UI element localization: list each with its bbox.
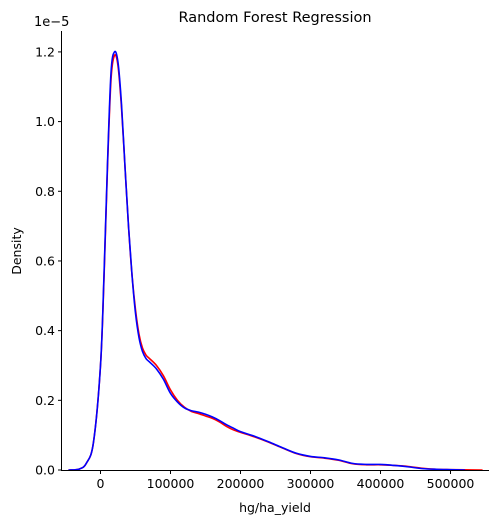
y-tick-label: 0.4 (35, 323, 55, 338)
x-tick-label: 500000 (427, 476, 475, 491)
y-tick-label: 1.0 (35, 114, 55, 129)
y-ticks: 0.0 0.2 0.4 0.6 0.8 1.0 1.2 (35, 44, 62, 478)
chart-title: Random Forest Regression (178, 10, 371, 26)
x-tick-label: 400000 (357, 476, 405, 491)
density-line-2 (68, 50, 466, 471)
y-tick-label: 0.0 (35, 463, 55, 478)
y-tick-label: 0.8 (35, 184, 55, 199)
y-offset-label: 1e−5 (34, 15, 69, 30)
x-axis-label: hg/ha_yield (239, 500, 311, 515)
y-tick-label: 0.2 (35, 393, 55, 408)
plot-area (68, 50, 483, 471)
x-ticks: 0 100000 200000 300000 400000 500000 (97, 470, 475, 491)
x-tick-label: 0 (97, 476, 105, 491)
y-tick-label: 0.6 (35, 253, 55, 268)
x-tick-label: 200000 (217, 476, 265, 491)
x-tick-label: 300000 (287, 476, 335, 491)
y-axis-label: Density (9, 227, 24, 275)
y-tick-label: 1.2 (35, 44, 55, 59)
x-tick-label: 100000 (147, 476, 195, 491)
